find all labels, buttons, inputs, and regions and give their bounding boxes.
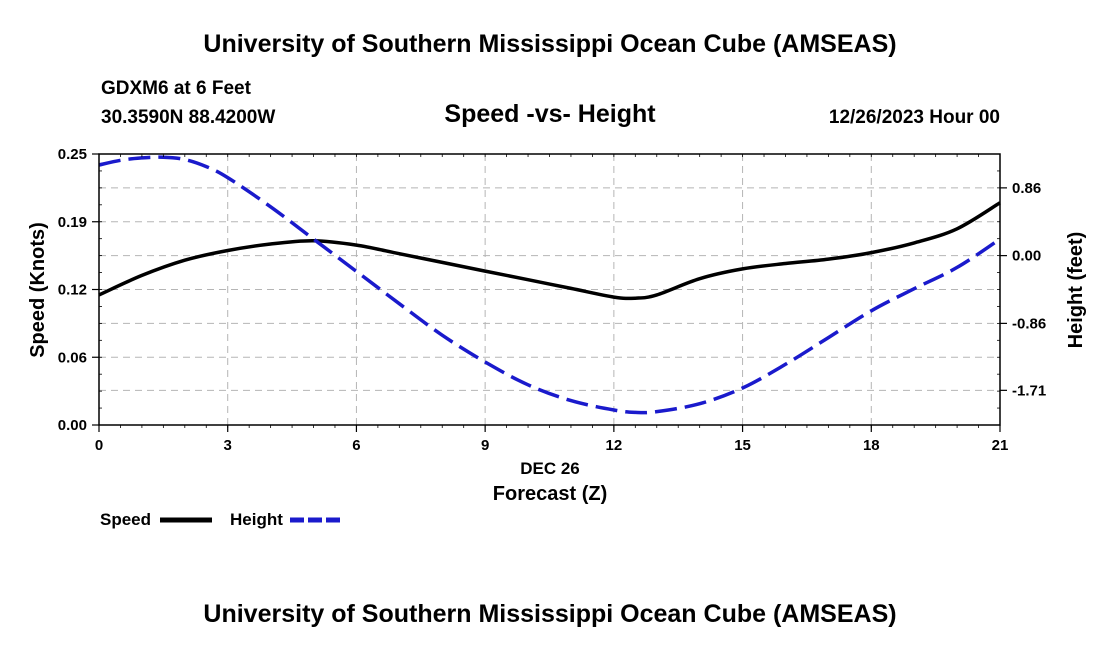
y2-axis-title: Height (feet) [1065,232,1087,349]
x-tick-label: 0 [95,437,103,454]
x-axis-title: Forecast (Z) [493,483,607,505]
axes: 0 3 6 9 12 15 18 21 0.00 0.06 0.12 0.19 0.25 -1.71 -0.… [58,146,1046,454]
y2-tick-label: 0.86 [1012,180,1041,197]
page-title: University of Southern Mississippi Ocean… [203,30,897,58]
grid [99,154,1000,425]
legend: Speed Height [100,510,342,529]
legend-height-label: Height [230,510,283,529]
y2-tick-label: -0.86 [1012,315,1046,332]
y-tick-label: 0.06 [58,349,87,366]
series-line-speed [98,201,1001,301]
x-tick-label: 18 [863,437,880,454]
datetime-label: 12/26/2023 Hour 00 [828,107,1000,128]
y-tick-label: 0.00 [58,417,87,434]
y-tick-label: 0.19 [58,214,87,231]
x-tick-label: 9 [481,437,489,454]
x-date-label: DEC 26 [520,459,580,478]
coordinates-label: 30.3590N 88.4200W [101,107,276,128]
chart-title: Speed -vs- Height [444,100,656,128]
footer-title: University of Southern Mississippi Ocean… [203,600,897,628]
x-tick-label: 21 [992,437,1009,454]
legend-speed-label: Speed [100,510,151,529]
series-line-height [98,155,1001,415]
y-axis-title: Speed (Knots) [27,222,49,358]
x-tick-label: 3 [224,437,232,454]
y-tick-label: 0.12 [58,282,87,299]
y2-tick-label: -1.71 [1012,382,1046,399]
series-layer [98,155,1001,415]
x-tick-label: 6 [352,437,360,454]
station-label: GDXM6 at 6 Feet [101,78,251,99]
x-tick-label: 15 [734,437,751,454]
y-tick-label: 0.25 [58,146,87,163]
x-tick-label: 12 [606,437,623,454]
y2-tick-label: 0.00 [1012,248,1041,265]
